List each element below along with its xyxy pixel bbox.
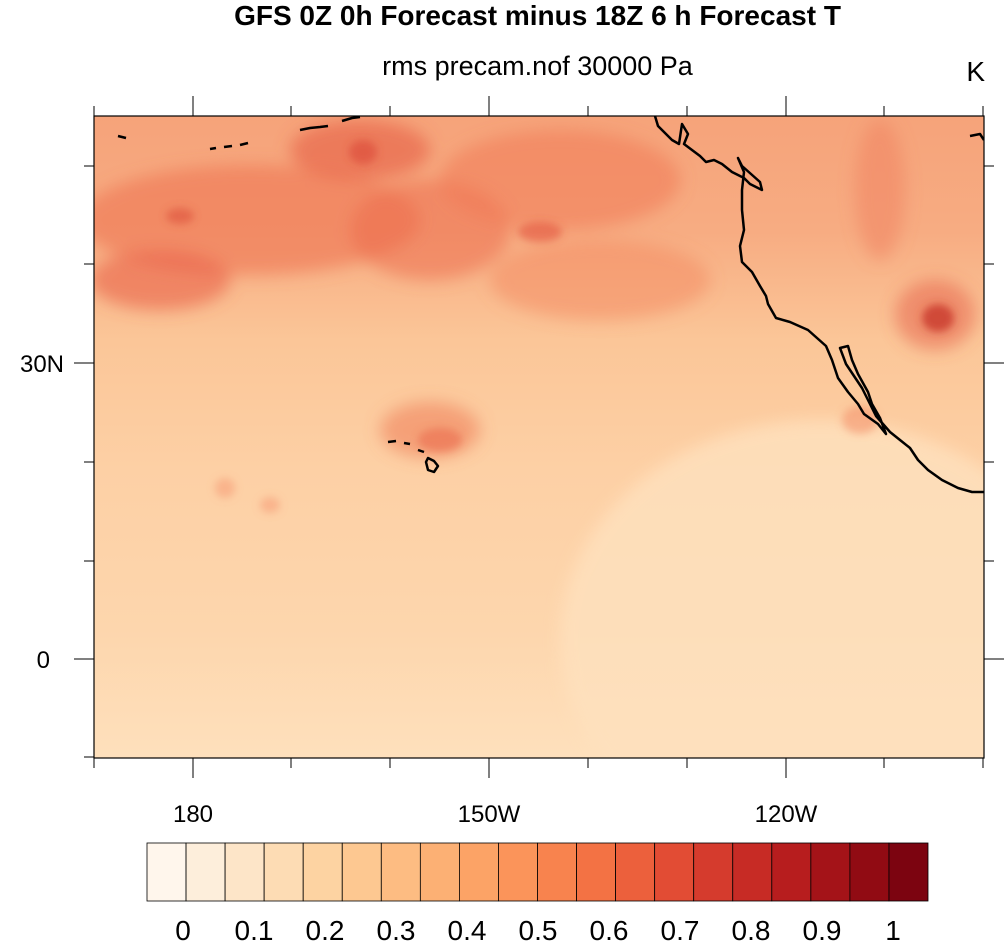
colorbar-swatch <box>654 842 695 902</box>
colorbar-tick-label: 0.7 <box>661 915 700 944</box>
colorbar-swatch <box>771 842 812 902</box>
colorbar-swatch <box>146 842 187 902</box>
colorbar-swatch <box>810 842 851 902</box>
colorbar-swatch <box>458 842 499 902</box>
colorbar-tick-label: 0.6 <box>590 915 629 944</box>
colorbar-labels: 0 0.1 0.2 0.3 0.4 0.5 0.6 0.7 0.8 0.9 1 <box>175 915 901 944</box>
colorbar-swatch <box>302 842 343 902</box>
colorbar-swatch <box>419 842 460 902</box>
colorbar-tick-label: 0 <box>175 915 191 944</box>
colorbar <box>146 842 929 902</box>
colorbar-swatch <box>341 842 382 902</box>
axis-ticks <box>74 96 1004 778</box>
colorbar-tick-label: 0.9 <box>803 915 842 944</box>
map-frame <box>93 115 985 759</box>
lon-label-150w: 150W <box>458 801 521 828</box>
colorbar-swatch <box>380 842 421 902</box>
colorbar-swatch <box>576 842 616 902</box>
colorbar-tick-label: 1 <box>885 915 901 944</box>
colorbar-swatch <box>537 842 577 902</box>
colorbar-tick-label: 0.4 <box>448 915 487 944</box>
colorbar-tick-label: 0.1 <box>235 915 274 944</box>
colorbar-tick-label: 0.8 <box>732 915 771 944</box>
map-title: GFS 0Z 0h Forecast minus 18Z 6 h Forecas… <box>234 0 841 31</box>
temperature-field <box>94 116 984 758</box>
colorbar-swatch <box>615 842 656 902</box>
lat-label-0: 0 <box>37 647 50 674</box>
colorbar-tick-label: 0.2 <box>306 915 345 944</box>
lon-label-180: 180 <box>173 801 213 828</box>
lat-label-30n: 30N <box>20 351 64 378</box>
colorbar-swatch <box>849 842 890 902</box>
colorbar-swatch <box>888 842 929 902</box>
colorbar-swatch <box>224 842 265 902</box>
colorbar-swatch <box>263 842 304 902</box>
colorbar-swatch <box>498 842 538 902</box>
colorbar-tick-label: 0.5 <box>519 915 558 944</box>
units-label: K <box>966 56 985 87</box>
map-subtitle: rms precam.nof 30000 Pa <box>382 51 693 81</box>
colorbar-swatch <box>185 842 226 902</box>
lon-label-120w: 120W <box>755 801 818 828</box>
coastline-icon <box>117 116 984 494</box>
colorbar-tick-label: 0.3 <box>377 915 416 944</box>
colorbar-swatch <box>732 842 773 902</box>
colorbar-swatch <box>693 842 734 902</box>
